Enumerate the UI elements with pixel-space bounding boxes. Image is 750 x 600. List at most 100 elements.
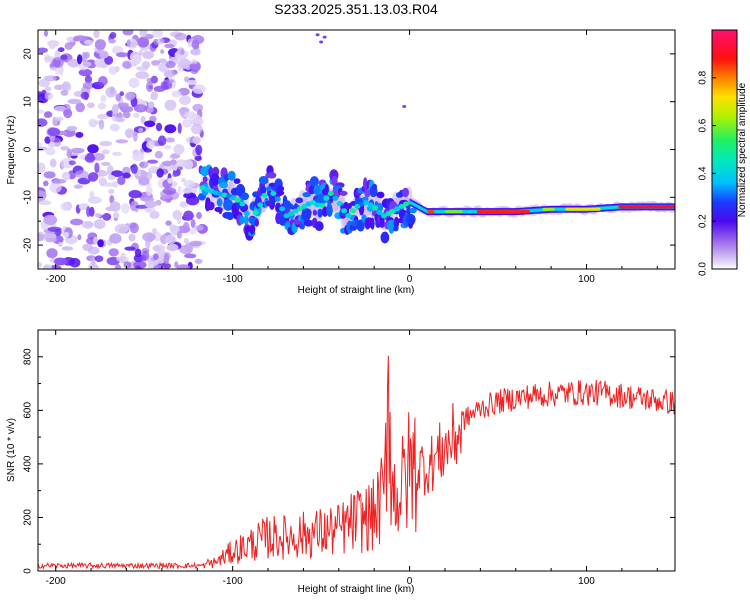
noise-speckle (43, 214, 58, 226)
noise-speckle (124, 246, 136, 251)
noise-speckle (94, 255, 104, 262)
noise-speckle (42, 264, 53, 269)
noise-speckle (184, 253, 197, 259)
noise-speckle (61, 82, 70, 90)
snr-marks (38, 355, 675, 570)
noise-speckle (132, 131, 138, 142)
noise-speckle (116, 52, 128, 58)
noise-speckle (167, 177, 173, 184)
noise-speckle (61, 246, 74, 251)
noise-speckle (44, 75, 57, 82)
noise-speckle (68, 160, 76, 166)
ridge-hotspot (427, 210, 435, 214)
noise-speckle (64, 42, 73, 50)
noise-speckle (189, 240, 203, 247)
noise-speckle (98, 119, 105, 130)
noise-speckle (192, 136, 201, 145)
noise-speckle (160, 234, 168, 245)
noise-speckle (54, 257, 68, 266)
noise-speckle (43, 111, 53, 118)
ridge-blob (239, 215, 245, 225)
noise-speckle (164, 43, 175, 49)
noise-speckle (179, 201, 188, 208)
noise-speckle (135, 71, 149, 79)
y-tick-label: 0 (23, 568, 34, 574)
noise-speckle (186, 79, 198, 85)
noise-speckle (170, 159, 177, 166)
ridge-blob (295, 197, 304, 204)
noise-speckle (117, 102, 130, 108)
noise-speckle (146, 141, 155, 149)
ridge-core (376, 210, 383, 216)
noise-speckle (38, 261, 43, 268)
noise-speckle (165, 137, 175, 143)
noise-speckle (60, 54, 68, 60)
noise-speckle (91, 256, 96, 267)
ridge-core (239, 201, 246, 207)
noise-speckle (119, 91, 124, 97)
ridge-hotspot (565, 207, 601, 211)
noise-speckle (178, 58, 192, 69)
noise-speckle (138, 177, 150, 186)
noise-speckle (47, 226, 62, 232)
colorbar-tick-label: 0.0 (698, 262, 709, 276)
noise-speckle (164, 79, 175, 84)
noise-speckle (54, 84, 64, 91)
ridge-blob (219, 181, 228, 189)
x-tick-label: -100 (223, 576, 243, 587)
noise-speckle (164, 99, 177, 111)
noise-speckle (150, 91, 158, 101)
noise-speckle (49, 181, 62, 193)
noise-speckle (158, 58, 168, 64)
noise-speckle (128, 77, 140, 88)
noise-speckle (60, 158, 74, 169)
noise-speckle (183, 179, 196, 188)
noise-speckle (165, 220, 172, 226)
noise-speckle (131, 54, 142, 65)
x-tick-label: -100 (223, 274, 243, 285)
spectrogram-xlabel: Height of straight line (km) (298, 285, 415, 296)
ridge-blob (371, 183, 377, 190)
noise-speckle (70, 218, 84, 226)
noise-speckle (44, 91, 53, 100)
noise-speckle (52, 178, 67, 184)
noise-speckle (83, 39, 94, 45)
noise-speckle (174, 159, 189, 168)
noise-speckle (402, 104, 407, 108)
noise-speckle (176, 264, 191, 269)
y-tick-label: 400 (23, 455, 34, 472)
noise-speckle (98, 76, 108, 86)
figure-title: S233.2025.351.13.03.R04 (274, 1, 438, 17)
ridge-blob (216, 198, 223, 207)
ridge-core (212, 190, 219, 196)
noise-speckle (114, 117, 125, 123)
noise-speckle (138, 161, 149, 169)
noise-speckle (157, 135, 167, 146)
noise-speckle (111, 170, 124, 178)
ridge-core (234, 197, 241, 203)
ridge-blob (380, 231, 390, 244)
ridge-core (389, 208, 396, 214)
noise-speckle (94, 39, 106, 50)
noise-speckle (145, 185, 153, 197)
noise-speckle (129, 222, 139, 234)
y-tick-label: -20 (23, 237, 34, 252)
noise-speckle (194, 155, 203, 162)
noise-speckle (109, 201, 121, 212)
ridge-core (301, 203, 308, 209)
noise-speckle (38, 142, 43, 147)
noise-speckle (42, 180, 49, 187)
ridge-core (354, 203, 361, 209)
noise-speckle (177, 185, 182, 196)
noise-speckle (38, 162, 46, 173)
noise-speckle (196, 211, 202, 220)
colorbar-ticks: 0.0 0.2 0.4 0.6 0.8 (698, 70, 716, 276)
noise-speckle (115, 139, 129, 144)
noise-speckle (174, 32, 187, 41)
ridge-core (398, 203, 405, 209)
noise-speckle (130, 200, 138, 212)
ridge-blob (226, 212, 234, 221)
noise-speckle (183, 238, 189, 244)
y-tick-label: -10 (23, 190, 34, 205)
